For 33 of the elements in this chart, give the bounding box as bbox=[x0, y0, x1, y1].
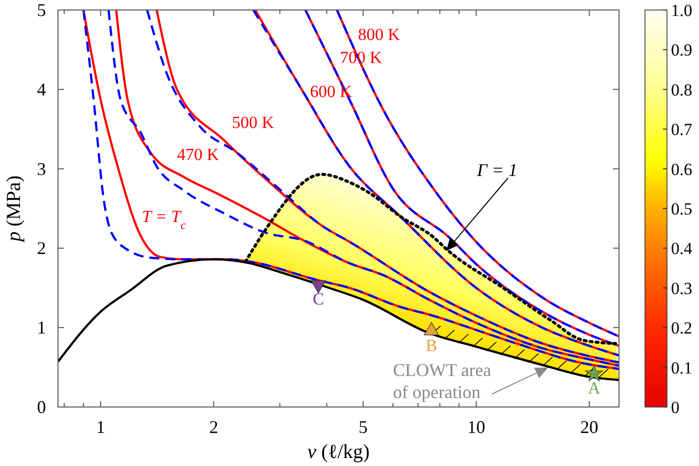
y-axis-title: p (MPa) bbox=[3, 175, 25, 244]
x-tick-label: 5 bbox=[358, 417, 368, 437]
color-bar-label: 0.4 bbox=[671, 239, 693, 258]
series-label: 500 K bbox=[232, 113, 275, 132]
series-label: C bbox=[312, 290, 324, 309]
color-bar-label: 0.8 bbox=[671, 80, 692, 100]
color-bar-label: 0.1 bbox=[671, 358, 692, 378]
color-bar-label: 0.9 bbox=[671, 40, 692, 60]
x-tick-label: 1 bbox=[96, 417, 106, 437]
series-label: 470 K bbox=[177, 145, 220, 164]
y-tick-label: 3 bbox=[37, 158, 46, 179]
color-bar-label: 0.3 bbox=[671, 278, 692, 298]
y-tick-label: 5 bbox=[37, 0, 46, 20]
color-bar-label: 1.0 bbox=[671, 1, 692, 20]
y-tick-label: 1 bbox=[37, 318, 46, 338]
y-tick-label: 0 bbox=[37, 397, 46, 417]
x-axis-title: v (ℓ/kg) bbox=[307, 441, 370, 463]
color-bar-label: 0.5 bbox=[671, 200, 692, 218]
series-label: B bbox=[426, 336, 438, 355]
x-tick-label: 10 bbox=[467, 417, 486, 437]
x-tick-label: 20 bbox=[580, 417, 598, 437]
annotation: CLOWT area of operation bbox=[393, 360, 492, 402]
color-bar-label: 0 bbox=[671, 398, 680, 417]
y-tick-label: 4 bbox=[37, 79, 46, 100]
y-tick-label: 2 bbox=[37, 238, 46, 258]
x-tick-label: 2 bbox=[209, 417, 218, 437]
series-label: 800 K bbox=[358, 25, 401, 44]
series-label: T = T$_{c}$ bbox=[142, 207, 187, 232]
color-bar-label: 0.2 bbox=[671, 318, 692, 338]
series-label: A bbox=[588, 378, 601, 398]
color-bar-label: 0.7 bbox=[671, 120, 693, 140]
color-bar-label: 0.6 bbox=[671, 160, 692, 179]
annotation: Γ = 1 bbox=[476, 160, 518, 180]
